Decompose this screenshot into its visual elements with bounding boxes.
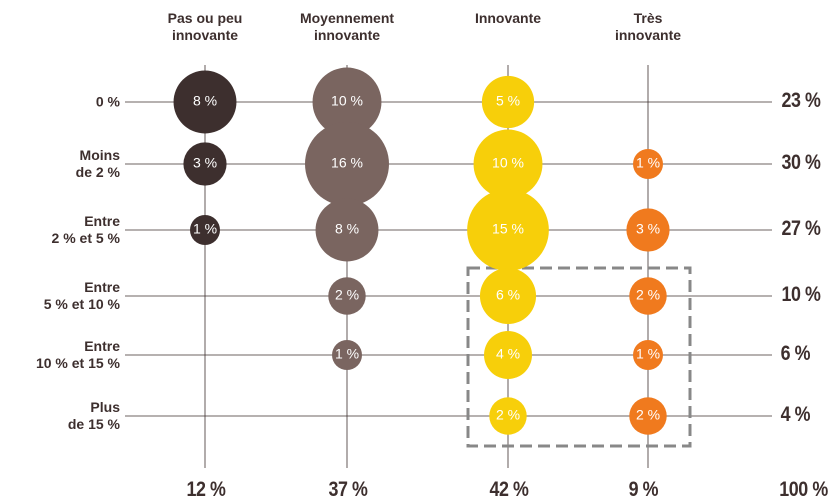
row-label: Entre 5 % et 10 % xyxy=(43,279,120,312)
bubble xyxy=(328,277,366,315)
bubble xyxy=(305,122,389,206)
column-header: Moyennement innovante xyxy=(299,10,395,43)
bubble xyxy=(481,75,535,129)
row-label: 0 % xyxy=(95,93,120,110)
value-label: 3 % xyxy=(193,155,217,171)
bubble xyxy=(173,70,237,134)
bubble xyxy=(183,142,227,186)
column-header: Innovante xyxy=(474,10,542,26)
value-label: 3 % xyxy=(636,221,660,237)
row-total: 4 % xyxy=(780,403,811,426)
row-total: 30 % xyxy=(781,151,821,174)
grand-total: 100 % xyxy=(779,478,828,501)
value-label: 2 % xyxy=(335,287,359,303)
bubble xyxy=(473,129,543,199)
column-header: Très innovante xyxy=(614,10,682,43)
value-label: 2 % xyxy=(636,407,660,423)
bubble xyxy=(484,331,532,379)
row-label: Plus de 15 % xyxy=(67,399,120,432)
row-label: Entre 2 % et 5 % xyxy=(51,213,120,246)
bubble xyxy=(489,397,527,435)
value-label: 1 % xyxy=(636,155,660,171)
value-label: 10 % xyxy=(492,155,524,171)
bubble xyxy=(190,215,220,245)
column-header: Pas ou peu innovante xyxy=(167,10,243,43)
column-total: 37 % xyxy=(328,478,368,501)
value-label: 1 % xyxy=(636,346,660,362)
bubble xyxy=(467,189,549,271)
bubble xyxy=(626,208,670,252)
column-total: 12 % xyxy=(186,478,226,501)
value-label: 5 % xyxy=(496,93,520,109)
value-label: 8 % xyxy=(335,221,359,237)
value-label: 1 % xyxy=(335,346,359,362)
bubble xyxy=(332,340,362,370)
row-total: 10 % xyxy=(781,283,821,306)
row-total: 6 % xyxy=(780,342,811,365)
row-label: Moins de 2 % xyxy=(75,147,120,180)
value-label: 16 % xyxy=(331,155,363,171)
value-label: 4 % xyxy=(496,346,520,362)
value-label: 15 % xyxy=(492,221,524,237)
row-label: Entre 10 % et 15 % xyxy=(35,338,120,371)
bubble xyxy=(629,397,667,435)
value-label: 6 % xyxy=(496,287,520,303)
row-total: 23 % xyxy=(781,89,821,112)
value-label: 10 % xyxy=(331,93,363,109)
bubble xyxy=(479,267,537,325)
highlight-box xyxy=(466,266,692,448)
value-label: 1 % xyxy=(193,221,217,237)
bubble xyxy=(633,340,663,370)
bubble xyxy=(633,149,663,179)
bubble xyxy=(629,277,667,315)
column-total: 42 % xyxy=(489,478,529,501)
value-label: 2 % xyxy=(636,287,660,303)
value-label: 8 % xyxy=(193,93,217,109)
value-label: 2 % xyxy=(496,407,520,423)
column-total: 9 % xyxy=(628,478,659,501)
row-total: 27 % xyxy=(781,217,821,240)
bubble xyxy=(315,198,379,262)
bubble xyxy=(312,67,382,137)
